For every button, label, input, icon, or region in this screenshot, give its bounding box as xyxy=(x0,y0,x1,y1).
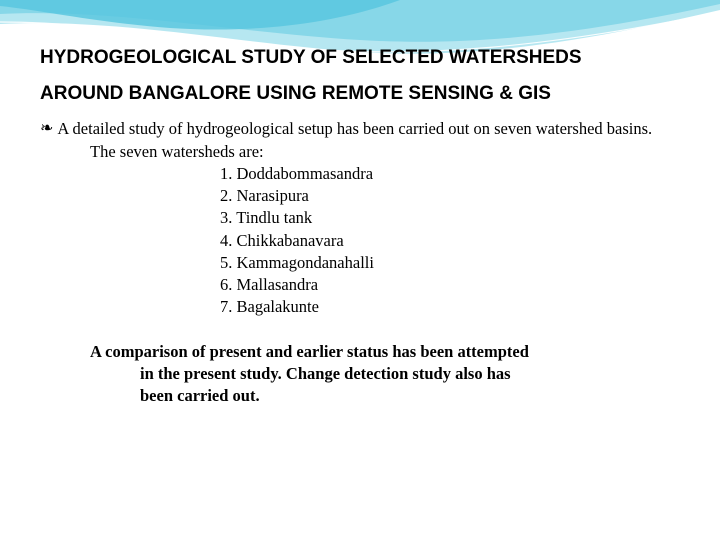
list-item: 5. Kammagondanahalli xyxy=(220,252,680,274)
title-line-1: HYDROGEOLOGICAL STUDY OF SELECTED WATERS… xyxy=(40,47,582,68)
footer-text: A comparison of present and earlier stat… xyxy=(90,341,640,408)
footer-line-2: in the present study. Change detection s… xyxy=(140,363,640,385)
list-item: 6. Mallasandra xyxy=(220,274,680,296)
list-item: 7. Bagalakunte xyxy=(220,296,680,318)
watersheds-list: 1. Doddabommasandra 2. Narasipura 3. Tin… xyxy=(220,163,680,319)
intro-row: ❧ A detailed study of hydrogeological se… xyxy=(40,118,680,140)
intro-text: A detailed study of hydrogeological setu… xyxy=(57,118,652,140)
footer-line-3: been carried out. xyxy=(140,385,640,407)
bullet-icon: ❧ xyxy=(40,118,53,140)
slide-title: HYDROGEOLOGICAL STUDY OF SELECTED WATERS… xyxy=(40,40,680,112)
watersheds-label: The seven watersheds are: xyxy=(90,141,680,163)
footer-line-1: A comparison of present and earlier stat… xyxy=(90,342,529,361)
slide-content: HYDROGEOLOGICAL STUDY OF SELECTED WATERS… xyxy=(0,0,720,408)
list-item: 3. Tindlu tank xyxy=(220,207,680,229)
list-item: 4. Chikkabanavara xyxy=(220,230,680,252)
list-item: 1. Doddabommasandra xyxy=(220,163,680,185)
title-line-2: AROUND BANGALORE USING REMOTE SENSING & … xyxy=(40,83,551,104)
list-item: 2. Narasipura xyxy=(220,185,680,207)
